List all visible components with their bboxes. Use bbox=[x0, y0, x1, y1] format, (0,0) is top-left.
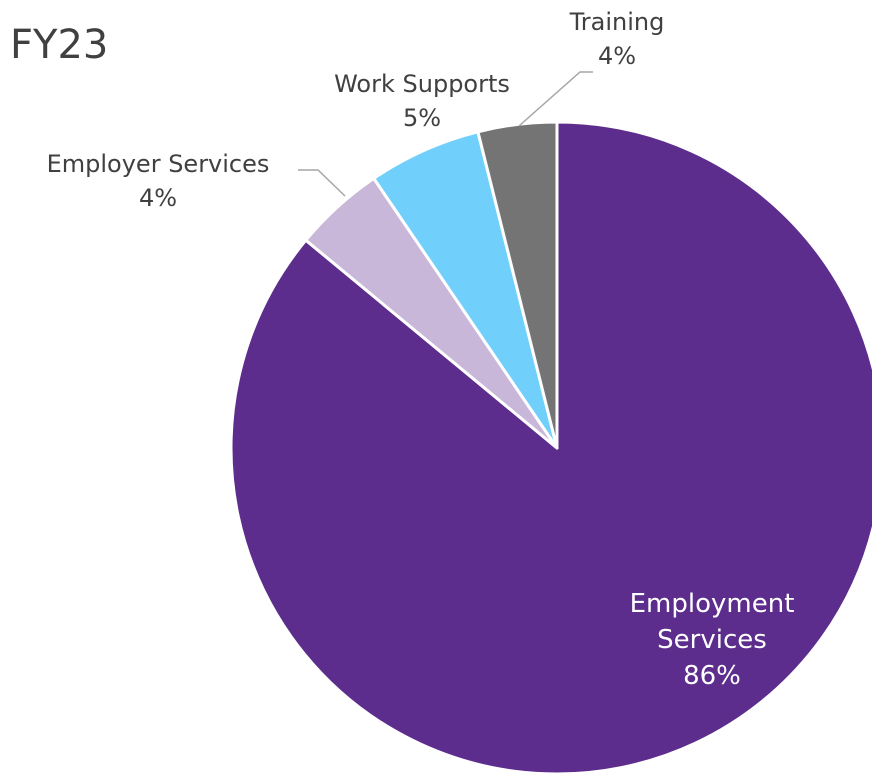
slice-name-label-employment-services: Services bbox=[657, 625, 767, 655]
slice-name-label-employer-services: Employer Services bbox=[47, 150, 270, 178]
pie-slices bbox=[229, 120, 872, 776]
chart-title: FY23 bbox=[10, 22, 108, 68]
slice-value-label-training: 4% bbox=[598, 42, 636, 70]
leader-line-training bbox=[518, 71, 593, 127]
slice-value-label-employer-services: 4% bbox=[139, 184, 177, 212]
slice-value-label-employment-services: 86% bbox=[683, 661, 741, 691]
slice-name-label-training: Training bbox=[569, 8, 665, 36]
slice-labels: Employment Services 86% Employer Services 4%… bbox=[47, 8, 795, 691]
leader-lines bbox=[298, 71, 593, 197]
slice-name-label-employment-services: Employment bbox=[630, 589, 795, 619]
pie-slice-training bbox=[476, 120, 559, 450]
slice-value-label-work-supports: 5% bbox=[403, 104, 441, 132]
pie-slice-employment-services bbox=[229, 120, 872, 776]
leader-line-employer-services bbox=[298, 169, 346, 197]
slice-name-label-work-supports: Work Supports bbox=[334, 70, 510, 98]
